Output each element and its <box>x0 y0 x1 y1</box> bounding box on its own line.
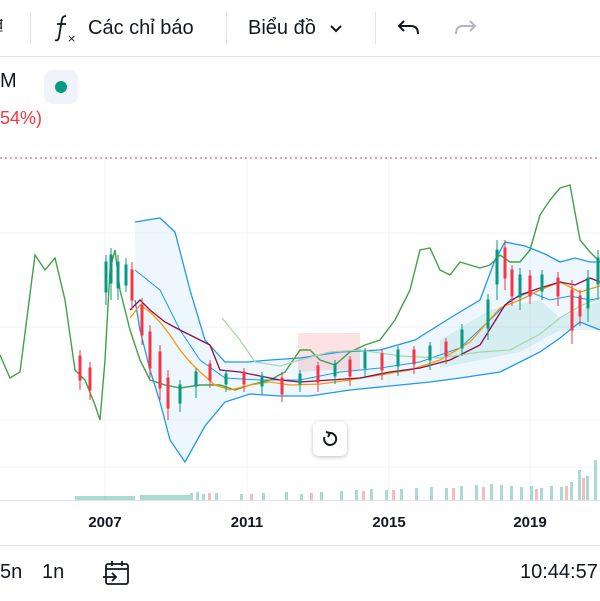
price-chart[interactable] <box>0 57 600 543</box>
volume-bars-down <box>208 478 585 500</box>
bottom-toolbar <box>0 545 600 601</box>
price-change-text: 54%) <box>0 108 43 128</box>
time-axis-tick: 2011 <box>230 514 264 531</box>
chevron-down-icon <box>330 25 342 33</box>
bollinger-middle-line <box>134 269 600 381</box>
reset-chart-button[interactable] <box>313 422 347 456</box>
price-candles <box>78 240 600 420</box>
bollinger-lower-line <box>134 299 600 464</box>
svg-text:×: × <box>67 32 76 43</box>
time-axis[interactable] <box>0 500 600 545</box>
currency-cut-label: ₫ <box>0 0 4 56</box>
undo-button[interactable] <box>396 0 422 56</box>
market-open-dot <box>55 81 67 93</box>
indicators-button[interactable]: × Các chỉ báo <box>52 0 194 56</box>
maroon-moving-average <box>129 277 600 383</box>
calendar-goto-icon <box>103 560 129 585</box>
time-axis-tick: 2015 <box>372 514 406 531</box>
symbol-legend: M <box>0 70 17 92</box>
chart-type-button[interactable]: Biểu đồ <box>248 0 346 56</box>
toolbar-separator <box>375 12 376 44</box>
green-indicator-line <box>0 184 600 421</box>
bollinger-upper-line <box>134 217 600 363</box>
function-icon: × <box>54 15 76 43</box>
range-1y-button[interactable]: 1n <box>42 561 65 583</box>
chart-type-label: Biểu đồ <box>248 16 316 39</box>
range-5y-button[interactable]: 5n <box>0 561 23 583</box>
time-axis-tick: 2007 <box>88 514 122 531</box>
goto-date-button[interactable] <box>102 545 132 600</box>
toolbar-separator <box>226 12 227 44</box>
ichimoku-cloud-green <box>440 300 600 368</box>
market-status-button[interactable] <box>44 70 78 104</box>
lagging-span-line <box>221 297 600 367</box>
refresh-icon <box>323 431 338 446</box>
volume-bars <box>75 460 597 500</box>
redo-button[interactable] <box>452 0 478 56</box>
toolbar-separator <box>30 12 31 44</box>
bollinger-band-fill <box>135 218 600 462</box>
clock-readout: 10:44:57 <box>520 561 598 583</box>
undo-icon <box>397 20 419 35</box>
time-axis-tick: 2019 <box>513 514 547 531</box>
top-toolbar <box>0 0 600 57</box>
indicators-label: Các chỉ báo <box>88 16 194 39</box>
redo-icon <box>455 20 477 35</box>
chart-canvas <box>0 157 600 500</box>
